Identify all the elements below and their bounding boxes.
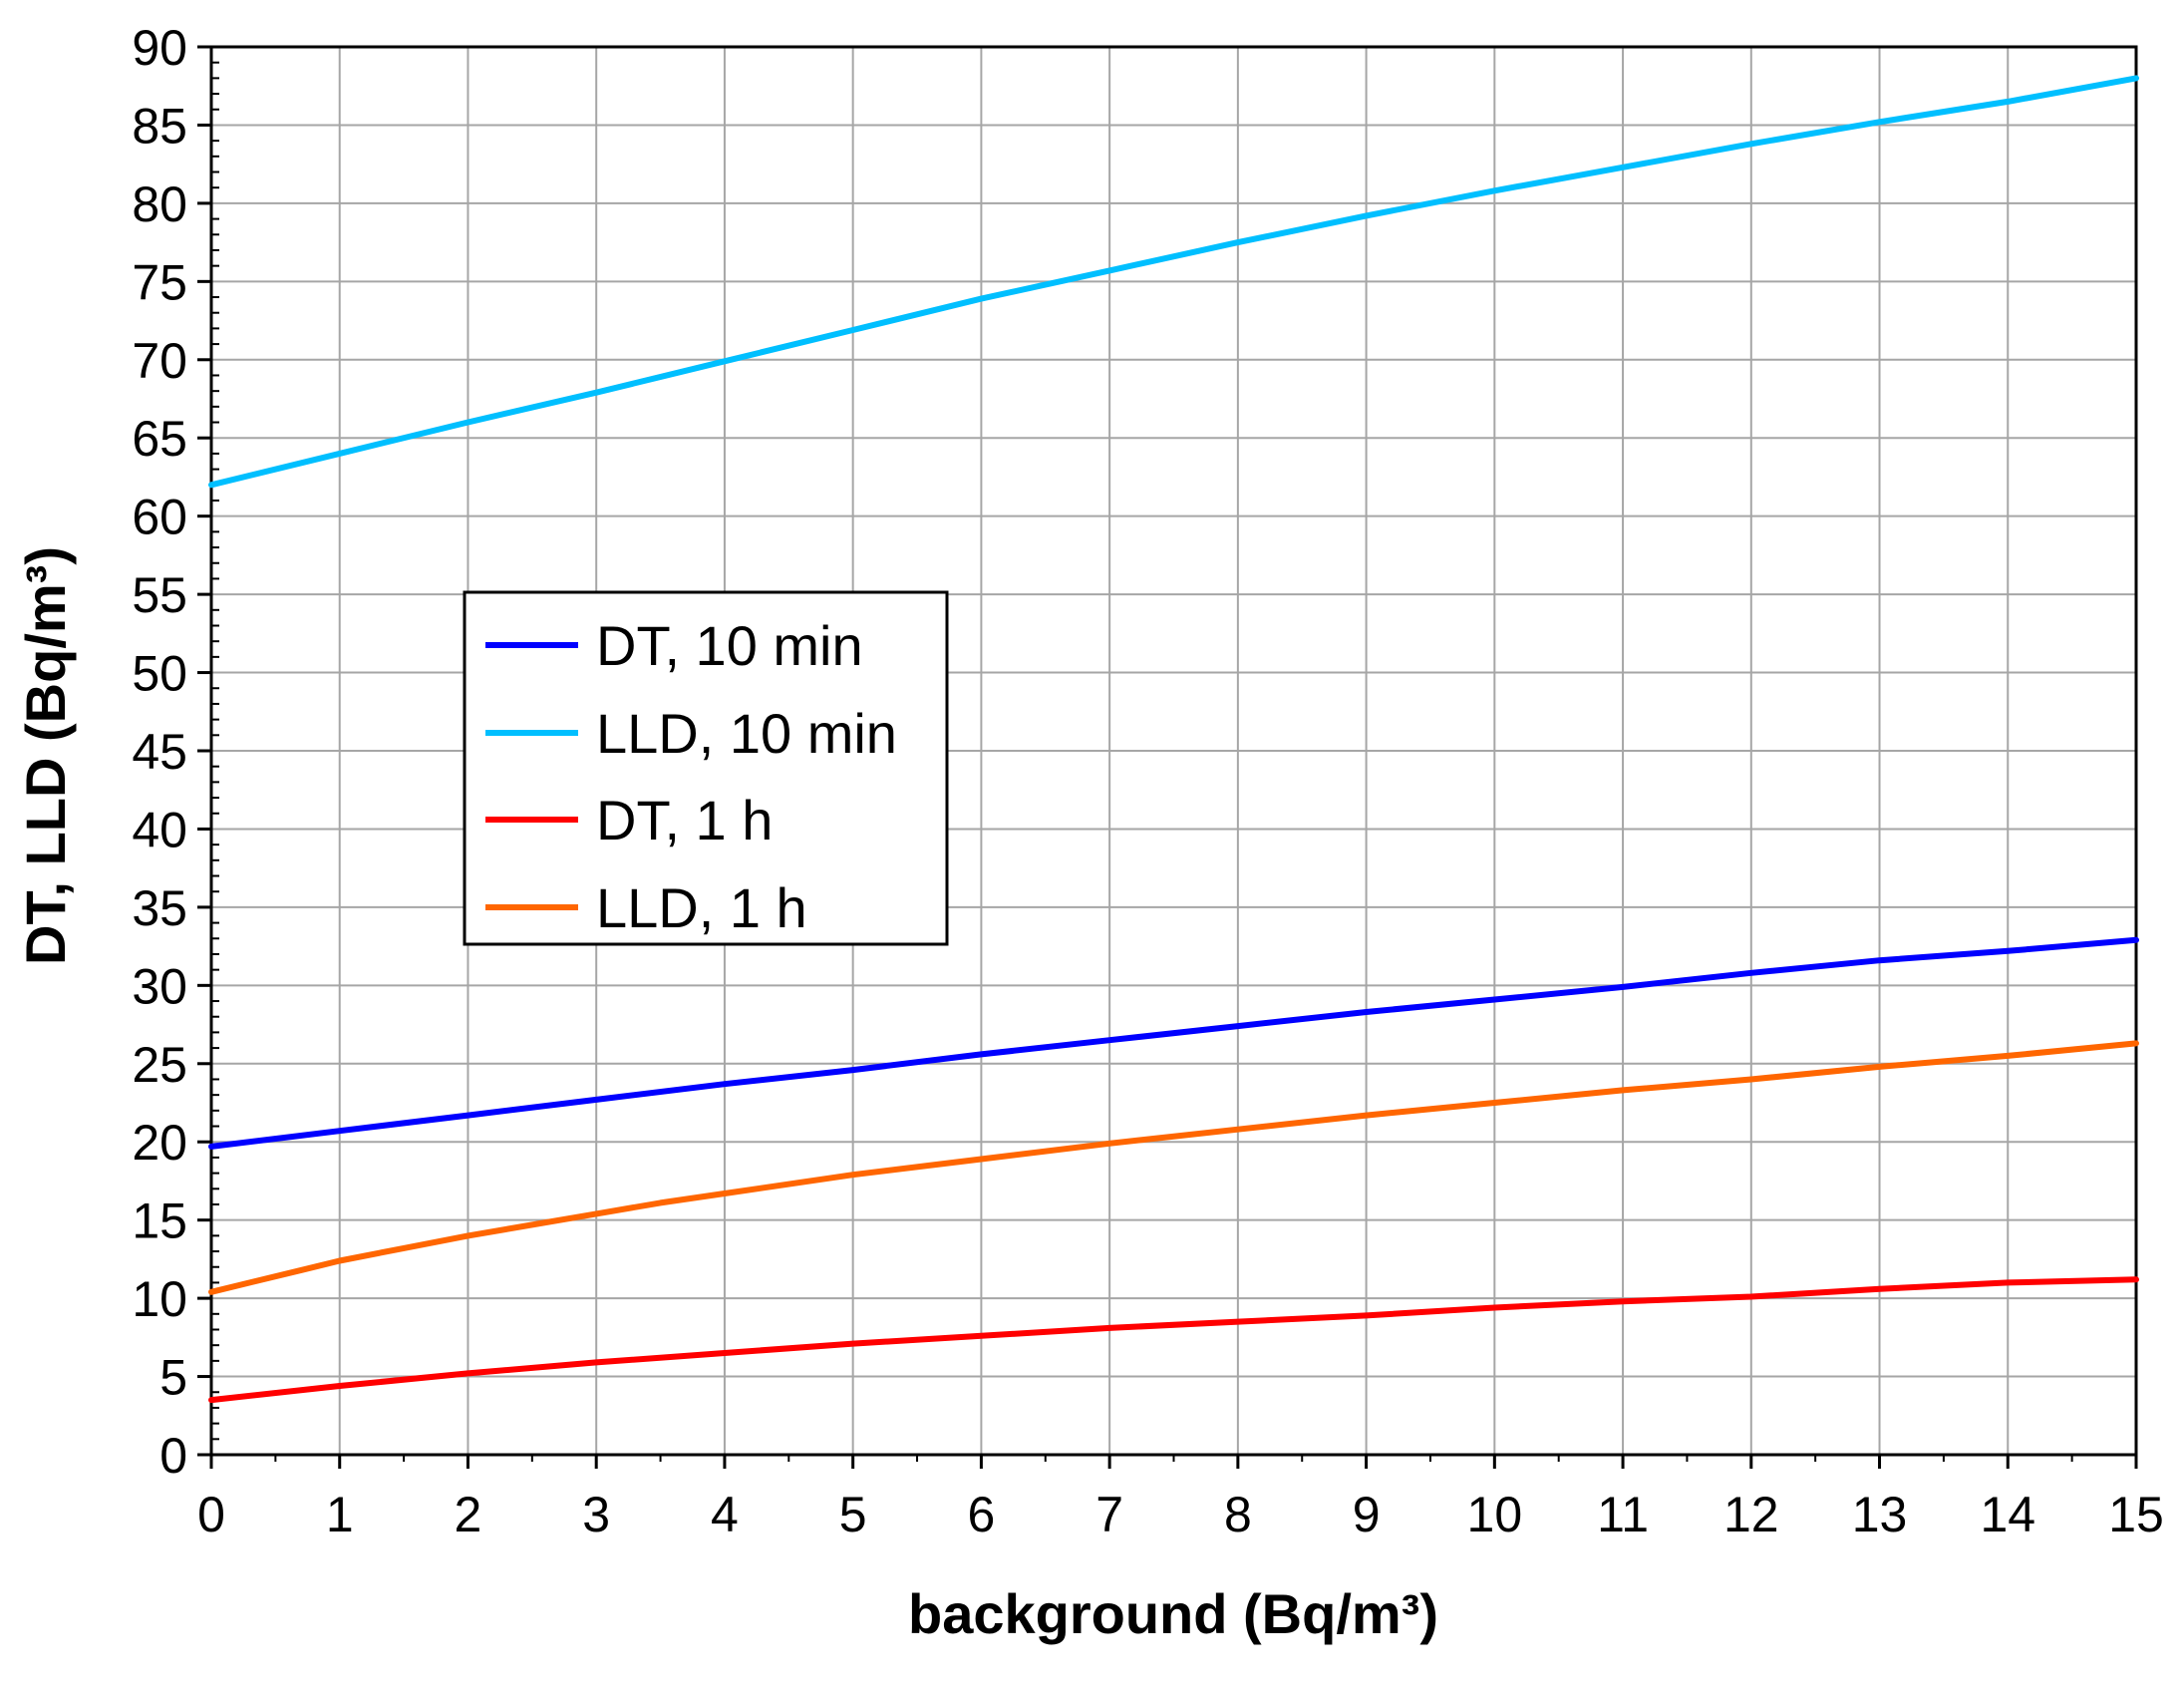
x-tick-label: 9 [1353,1487,1381,1542]
x-tick-label: 3 [582,1487,610,1542]
legend-label-lld-1h: LLD, 1 h [596,876,807,939]
y-tick-label: 60 [132,490,187,545]
x-tick-label: 5 [839,1487,867,1542]
x-tick-label: 8 [1224,1487,1252,1542]
y-tick-label: 20 [132,1115,187,1171]
x-tick-label: 0 [197,1487,225,1542]
x-tick-label: 4 [711,1487,739,1542]
x-tick-label: 13 [1852,1487,1908,1542]
x-tick-label: 1 [326,1487,354,1542]
x-axis-title: background (Bq/m³) [908,1582,1438,1645]
y-tick-label: 35 [132,880,187,936]
y-tick-label: 40 [132,802,187,857]
y-tick-label: 75 [132,254,187,310]
y-tick-label: 0 [159,1428,187,1484]
y-tick-label: 10 [132,1271,187,1327]
x-tick-label: 11 [1597,1487,1649,1542]
series-line-lld-10-min [208,75,2139,489]
y-tick-label: 15 [132,1193,187,1249]
legend-label-dt-1h: DT, 1 h [596,789,773,851]
legend-label-lld-10min: LLD, 10 min [596,702,897,765]
y-tick-label: 90 [132,20,187,76]
legend-label-dt-10min: DT, 10 min [596,614,863,677]
tick-labels: 0 1 2 3 4 5 6 7 8 9 10 11 12 13 14 15051015202530354045… [132,20,2163,1542]
series-line-dt-1-h [208,1276,2139,1404]
y-tick-label: 65 [132,411,187,467]
y-tick-label: 45 [132,724,187,780]
series-lines [208,75,2139,1404]
legend-box [463,590,949,946]
grid [211,47,2136,1455]
y-tick-label: 55 [132,567,187,623]
y-tick-label: 85 [132,98,187,154]
x-tick-label: 15 [2108,1487,2164,1542]
x-tick-label: 10 [1467,1487,1523,1542]
x-tick-label: 2 [455,1487,482,1542]
x-tick-label: 12 [1723,1487,1779,1542]
legend: DT, 10 min LLD, 10 min DT, 1 h LLD, 1 h [463,590,949,946]
x-tick-label: 7 [1095,1487,1123,1542]
y-tick-label: 30 [132,958,187,1014]
x-tick-label: 6 [967,1487,995,1542]
series-line-lld-1-h [208,1040,2139,1295]
axes [197,45,2138,1469]
y-tick-label: 25 [132,1037,187,1093]
y-tick-label: 5 [159,1350,187,1406]
series-line-dt-10-min [208,936,2139,1150]
y-tick-label: 50 [132,646,187,702]
y-axis-title: DT, LLD (Bq/m³) [14,546,77,965]
x-tick-label: 14 [1980,1487,2035,1542]
y-tick-label: 70 [132,333,187,389]
y-tick-label: 80 [132,176,187,232]
